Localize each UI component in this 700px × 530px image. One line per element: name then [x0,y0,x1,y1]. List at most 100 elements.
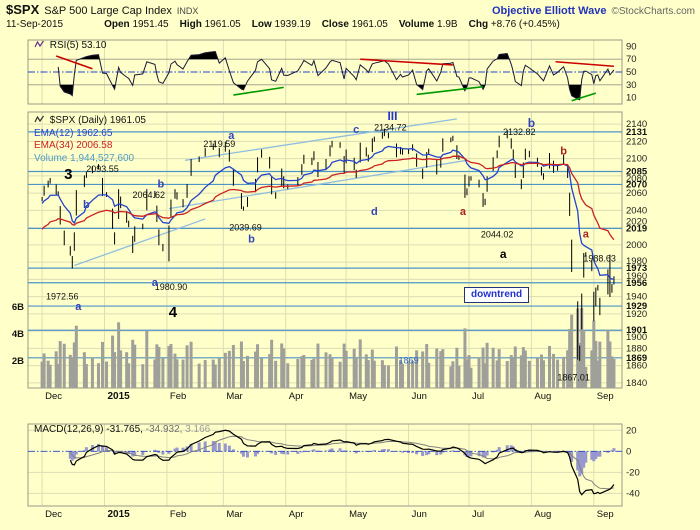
svg-text:a: a [228,130,235,142]
svg-text:1920: 1920 [626,309,647,320]
svg-text:a: a [500,247,507,261]
svg-text:2015: 2015 [108,391,131,402]
svg-text:Jun: Jun [412,391,427,402]
svg-text:b: b [158,178,165,190]
legend-price-row: $SPX (Daily) 1961.05 [34,115,146,128]
svg-text:Jun: Jun [412,509,427,520]
svg-text:Aug: Aug [534,509,551,520]
svg-text:2131: 2131 [626,127,648,138]
svg-text:1869: 1869 [626,353,647,364]
svg-text:III: III [387,109,397,123]
macd-value-1: -31.765, [106,424,143,435]
quote-close-label: Close [321,19,349,30]
svg-text:2000: 2000 [626,240,647,251]
svg-text:1960: 1960 [626,271,647,282]
svg-text:a: a [152,277,159,289]
ema12-value: 1962.65 [76,127,113,139]
quote-volume-value: 1.9B [437,19,458,30]
svg-text:90: 90 [626,41,637,52]
svg-text:2019: 2019 [626,223,647,234]
svg-text:b: b [83,199,90,211]
svg-text:1901: 1901 [626,325,648,336]
svg-text:b: b [560,146,567,158]
quote-close-value: 1961.05 [351,19,388,30]
svg-text:Apr: Apr [289,509,304,520]
quote-low-label: Low [251,19,272,30]
header: $SPX S&P 500 Large Cap Index INDX Object… [6,2,695,30]
symbol: $SPX [6,2,40,17]
svg-text:1880: 1880 [626,343,647,354]
macd-legend: MACD(12,26,9) -31.765, -34.932, 3.166 [34,424,210,437]
svg-text:2120: 2120 [626,136,647,147]
axis-labels: 1840186018801900192019401960198020002020… [12,41,648,499]
svg-text:2140: 2140 [626,119,647,130]
svg-text:1867.01: 1867.01 [557,373,590,383]
svg-text:1973: 1973 [626,263,647,274]
quote-change: Chg +8.76 (+0.45%) [469,19,560,30]
rsi-legend: RSI(5) 53.10 [34,40,107,53]
quote-open-label: Open [104,19,130,30]
price-legend-label: $SPX (Daily) [49,115,108,126]
quote-open-value: 1951.45 [132,19,169,30]
macd-signal-line [69,435,615,490]
svg-text:d: d [371,206,378,218]
rsi-value: 53.10 [81,40,107,51]
ema12-label: EMA(12) [34,127,74,139]
svg-text:3: 3 [64,166,72,183]
quote-high: High 1961.05 [180,19,241,30]
month-labels: Dec Dec 2015 2015 Feb Feb Mar Mar Apr Apr May May Ju… [45,391,614,520]
quote-close: Close 1961.05 [322,19,388,30]
volume-label: Volume [34,152,68,164]
svg-text:May: May [349,509,367,520]
svg-text:Mar: Mar [226,391,242,402]
svg-text:Dec: Dec [45,391,62,402]
svg-text:c: c [353,124,359,136]
svg-text:1956: 1956 [626,278,647,289]
price-zigzag-icon [34,115,44,123]
svg-text:1980: 1980 [626,256,647,267]
svg-text:a: a [460,206,467,218]
svg-text:1869: 1869 [399,355,419,365]
svg-text:Dec: Dec [45,509,62,520]
exchange: INDX [176,6,199,16]
svg-text:2B: 2B [12,356,24,367]
quote-change-label: Chg [468,19,489,30]
legend-ema12-row: EMA(12) 1962.65 [34,128,146,141]
header-row-2: 11-Sep-2015 Open 1951.45 High 1961.05 Lo… [6,19,695,30]
svg-text:2039.69: 2039.69 [229,223,262,233]
macd-label: MACD(12,26,9) [34,424,104,435]
svg-text:2080: 2080 [626,173,647,184]
svg-text:2085: 2085 [626,167,648,178]
ema12-line [41,145,614,280]
downtrend-annotation: downtrend [464,287,530,303]
macd-value-2: -34.932, [145,424,183,435]
svg-text:70: 70 [626,54,637,65]
svg-text:Jul: Jul [472,391,484,402]
svg-text:Jul: Jul [472,509,484,520]
svg-text:4: 4 [169,304,178,321]
svg-text:1900: 1900 [626,332,647,343]
svg-text:1988.63: 1988.63 [583,254,616,264]
svg-text:6B: 6B [12,302,24,313]
macd-line [69,429,615,496]
ema34-label: EMA(34) [34,140,74,151]
svg-text:2020: 2020 [626,216,647,227]
macd-histogram [68,441,616,477]
legend-ema34-row: EMA(34) 2006.58 [34,140,146,153]
svg-text:Apr: Apr [289,391,304,402]
svg-text:2070: 2070 [626,179,647,190]
quote-change-value: +8.76 (+0.45%) [490,19,560,30]
svg-text:-40: -40 [626,488,640,499]
svg-text:b: b [528,116,535,130]
svg-text:a: a [583,228,590,240]
ema34-line [41,155,615,241]
price-bars [41,128,615,361]
svg-text:2064.62: 2064.62 [133,190,166,200]
svg-text:Aug: Aug [534,391,551,402]
svg-text:2044.02: 2044.02 [481,229,514,239]
quote-low-value: 1939.19 [274,19,311,30]
svg-text:1840: 1840 [626,378,647,389]
copyright: ©StockCharts.com [611,6,695,17]
quote-volume: Volume 1.9B [399,19,458,30]
